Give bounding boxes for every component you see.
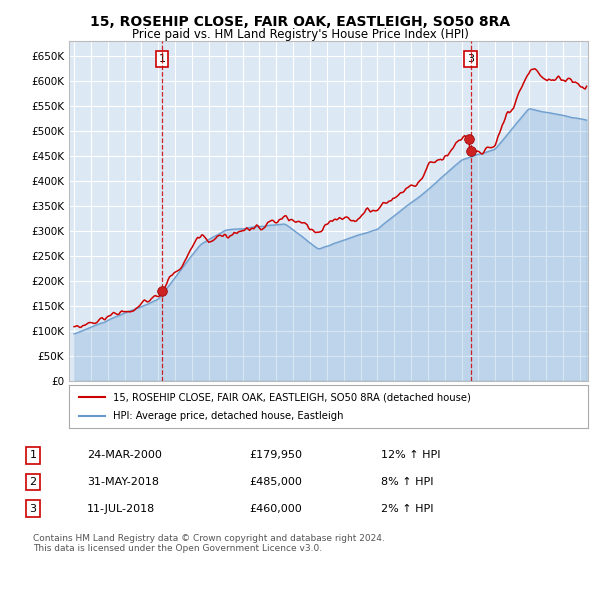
Text: Price paid vs. HM Land Registry's House Price Index (HPI): Price paid vs. HM Land Registry's House … <box>131 28 469 41</box>
Text: 3: 3 <box>29 504 37 513</box>
Text: Contains HM Land Registry data © Crown copyright and database right 2024.
This d: Contains HM Land Registry data © Crown c… <box>33 534 385 553</box>
Text: 12% ↑ HPI: 12% ↑ HPI <box>381 451 440 460</box>
Text: 1: 1 <box>29 451 37 460</box>
Text: 15, ROSEHIP CLOSE, FAIR OAK, EASTLEIGH, SO50 8RA: 15, ROSEHIP CLOSE, FAIR OAK, EASTLEIGH, … <box>90 15 510 29</box>
Text: 24-MAR-2000: 24-MAR-2000 <box>87 451 162 460</box>
Text: 2: 2 <box>29 477 37 487</box>
Text: HPI: Average price, detached house, Eastleigh: HPI: Average price, detached house, East… <box>113 411 344 421</box>
Text: 8% ↑ HPI: 8% ↑ HPI <box>381 477 433 487</box>
Text: 3: 3 <box>467 54 474 64</box>
Text: £179,950: £179,950 <box>249 451 302 460</box>
Text: 1: 1 <box>158 54 166 64</box>
Text: 15, ROSEHIP CLOSE, FAIR OAK, EASTLEIGH, SO50 8RA (detached house): 15, ROSEHIP CLOSE, FAIR OAK, EASTLEIGH, … <box>113 392 471 402</box>
Text: 31-MAY-2018: 31-MAY-2018 <box>87 477 159 487</box>
Text: 11-JUL-2018: 11-JUL-2018 <box>87 504 155 513</box>
Text: £460,000: £460,000 <box>249 504 302 513</box>
Text: 2% ↑ HPI: 2% ↑ HPI <box>381 504 433 513</box>
Text: £485,000: £485,000 <box>249 477 302 487</box>
